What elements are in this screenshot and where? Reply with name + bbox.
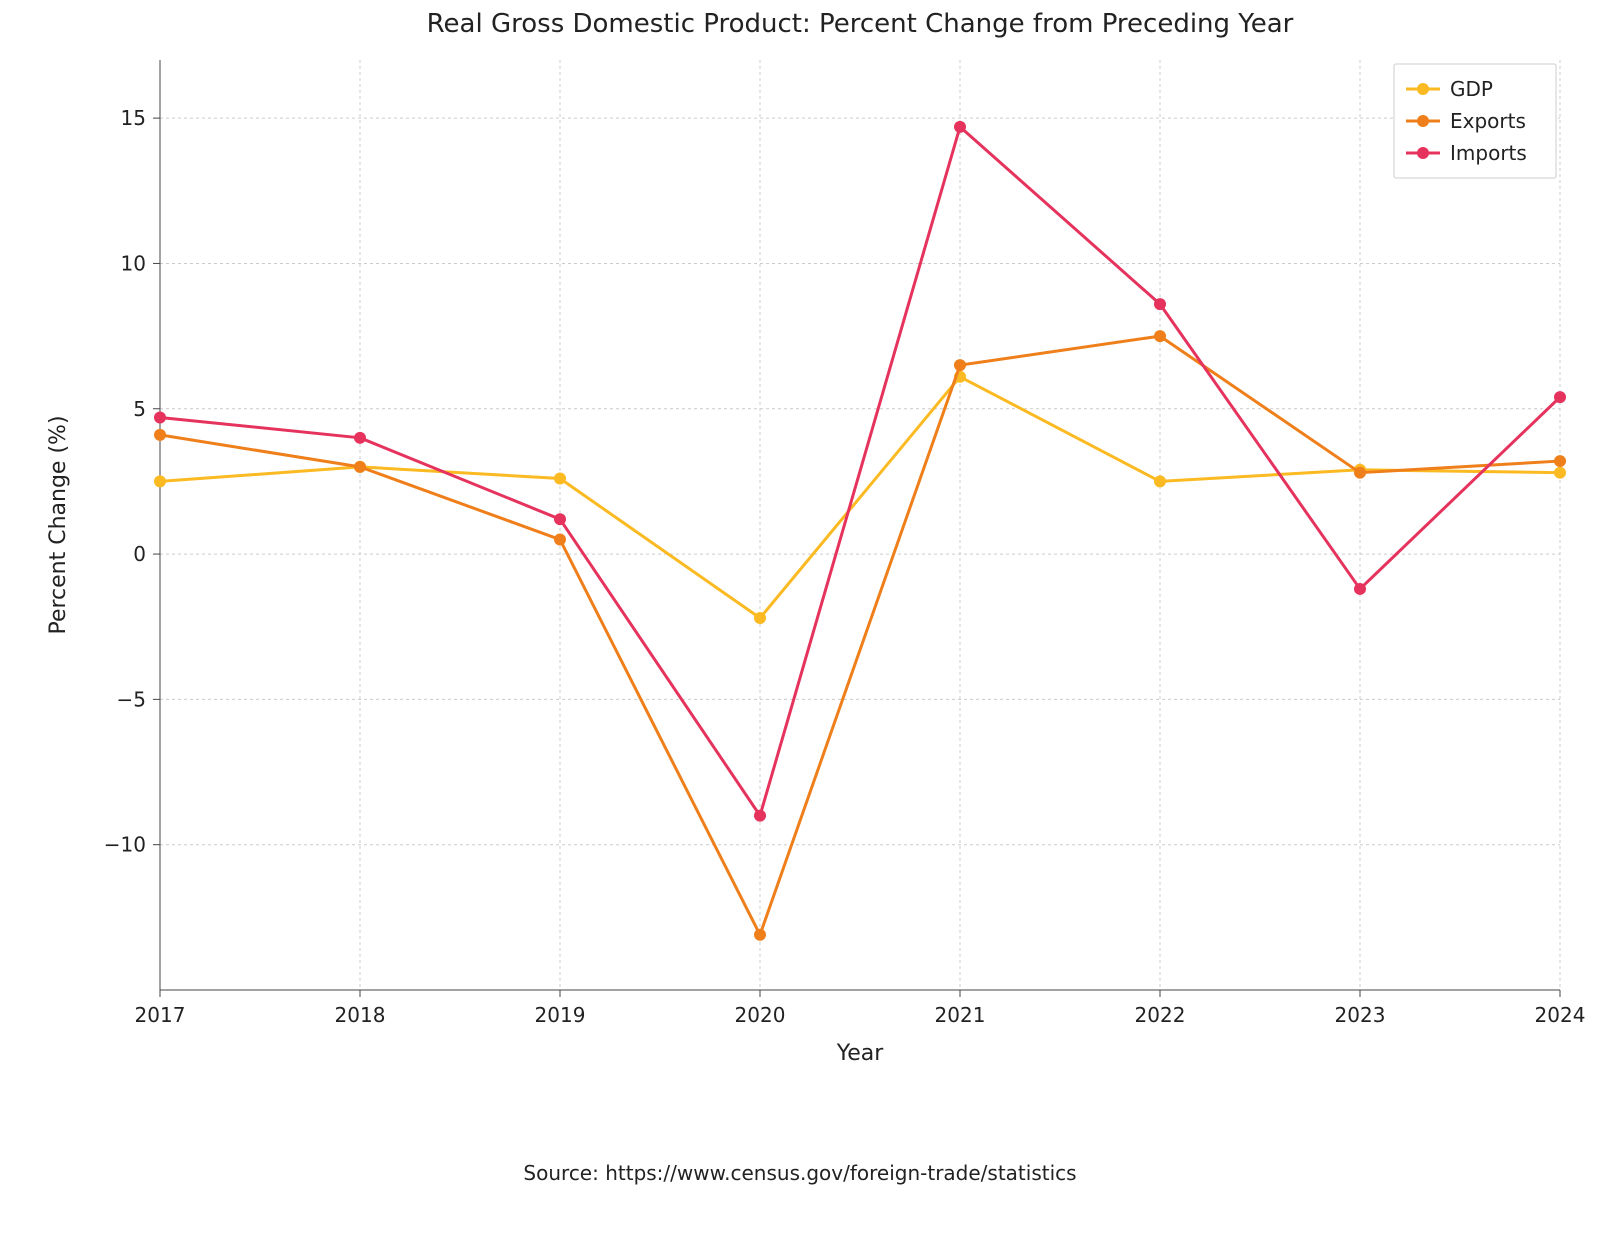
x-tick-label: 2024: [1535, 1003, 1586, 1027]
series-marker-imports: [1154, 298, 1166, 310]
series-marker-imports: [354, 432, 366, 444]
series-marker-gdp: [1154, 475, 1166, 487]
line-chart: 2017 2018 2019 2020 2021 2022 2023 2024 −10 −5 0 5 1…: [0, 0, 1600, 1249]
series-marker-imports: [554, 513, 566, 525]
series-marker-imports: [754, 810, 766, 822]
x-tick-label: 2022: [1135, 1003, 1186, 1027]
x-tick-label: 2019: [535, 1003, 586, 1027]
y-tick-label: 10: [121, 251, 146, 275]
series-marker-exports: [754, 929, 766, 941]
series-marker-gdp: [754, 612, 766, 624]
legend-label-gdp: GDP: [1450, 77, 1493, 101]
series-marker-exports: [154, 429, 166, 441]
series-marker-exports: [954, 359, 966, 371]
series-marker-exports: [354, 461, 366, 473]
y-tick-label: 5: [133, 397, 146, 421]
legend-label-exports: Exports: [1450, 109, 1526, 133]
x-tick-label: 2021: [935, 1003, 986, 1027]
series-marker-imports: [154, 411, 166, 423]
x-tick-label: 2017: [135, 1003, 186, 1027]
x-axis-label: Year: [836, 1041, 885, 1066]
source-text: Source: https://www.census.gov/foreign-t…: [523, 1161, 1076, 1185]
series-marker-exports: [1354, 467, 1366, 479]
y-tick-label: −5: [117, 687, 146, 711]
y-tick-label: 15: [121, 106, 146, 130]
legend-label-imports: Imports: [1450, 141, 1527, 165]
series-marker-imports: [954, 121, 966, 133]
y-tick-label: 0: [133, 542, 146, 566]
series-marker-gdp: [554, 473, 566, 485]
x-tick-label: 2020: [735, 1003, 786, 1027]
x-tick-label: 2018: [335, 1003, 386, 1027]
series-marker-gdp: [154, 475, 166, 487]
series-marker-imports: [1554, 391, 1566, 403]
x-tick-label: 2023: [1335, 1003, 1386, 1027]
chart-container: 2017 2018 2019 2020 2021 2022 2023 2024 −10 −5 0 5 1…: [0, 0, 1600, 1249]
y-axis-label: Percent Change (%): [46, 415, 71, 634]
series-marker-exports: [554, 534, 566, 546]
series-marker-exports: [1154, 330, 1166, 342]
legend: GDP Exports Imports: [1394, 64, 1556, 178]
chart-title: Real Gross Domestic Product: Percent Cha…: [427, 9, 1294, 39]
y-tick-label: −10: [104, 833, 146, 857]
series-marker-exports: [1554, 455, 1566, 467]
series-marker-gdp: [1554, 467, 1566, 479]
series-marker-imports: [1354, 583, 1366, 595]
